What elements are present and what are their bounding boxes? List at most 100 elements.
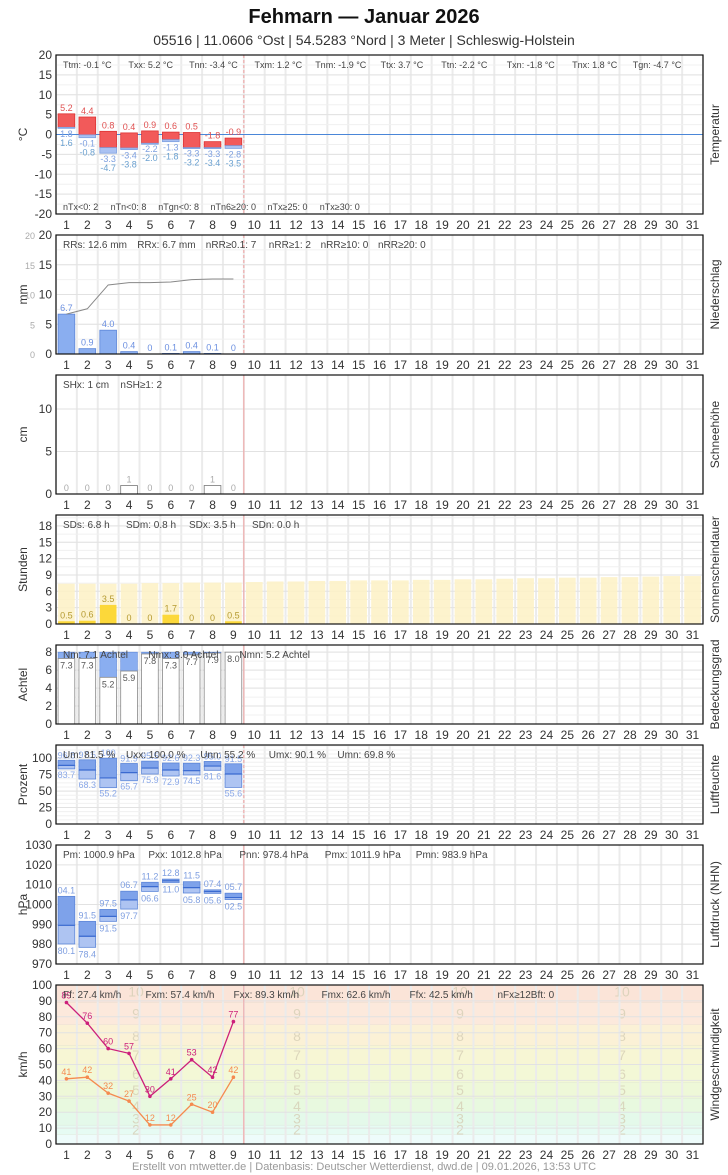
x-tick-label: 5 [147,968,154,982]
x-tick-label: 2 [84,828,91,842]
svg-text:05.8: 05.8 [183,895,201,905]
x-tick-label: 12 [289,968,303,982]
x-tick-label: 27 [602,968,616,982]
x-tick-label: 13 [310,498,324,512]
svg-text:-2.0: -2.0 [142,153,158,163]
svg-text:7.9: 7.9 [206,655,219,665]
svg-text:15: 15 [25,261,35,271]
beaufort-label: 8 [132,1028,140,1044]
svg-text:83.7: 83.7 [58,770,76,780]
x-tick-label: 3 [105,628,112,642]
x-tick-label: 8 [209,1148,216,1162]
stat-label: Nmn: 5.2 Achtel [239,650,310,661]
x-tick-label: 17 [394,358,408,372]
svg-text:0: 0 [231,343,236,353]
svg-text:11.5: 11.5 [183,871,200,881]
x-tick-label: 5 [147,358,154,372]
y-tick-label: 20 [39,48,53,62]
svg-text:-1.8: -1.8 [163,152,179,162]
x-tick-label: 7 [188,728,195,742]
x-tick-label: 11 [269,1148,282,1162]
y-tick-label: 15 [39,68,53,82]
svg-text:0: 0 [147,343,152,353]
svg-text:0: 0 [64,483,69,493]
x-tick-label: 21 [477,628,491,642]
stat-label: Pmx: 1011.9 hPa [325,850,401,861]
svg-text:-0.1: -0.1 [80,139,96,149]
x-tick-label: 9 [230,1148,237,1162]
svg-text:07.4: 07.4 [204,879,222,889]
svg-text:42: 42 [208,1065,218,1075]
beaufort-label: 4 [132,1098,140,1114]
stat-label: Tnm: -1.9 °C [315,60,367,70]
x-tick-label: 30 [665,498,679,512]
x-tick-label: 3 [105,218,112,232]
x-tick-label: 9 [230,498,237,512]
x-tick-label: 2 [84,498,91,512]
x-tick-label: 13 [310,628,324,642]
x-tick-label: 26 [582,728,596,742]
svg-text:5.2: 5.2 [60,103,73,113]
x-tick-label: 28 [623,498,637,512]
panel-humidity: 100755025096.883.797.568.310055.291.965.… [16,744,722,842]
x-tick-label: 23 [519,628,533,642]
y-tick-label: 0 [45,817,52,831]
y-tick-label: -10 [35,167,53,181]
beaufort-label: 2 [132,1122,140,1138]
y-tick-label: 10 [39,1121,53,1135]
svg-text:96.8: 96.8 [58,750,76,760]
y-tick-label: -5 [41,147,52,161]
svg-text:10: 10 [25,291,35,301]
x-tick-label: 8 [209,828,216,842]
y-tick-label: 1020 [25,858,52,872]
x-tick-label: 5 [147,628,154,642]
x-tick-label: 1 [63,728,70,742]
beaufort-label: 7 [456,1047,464,1063]
svg-text:04.1: 04.1 [58,885,76,895]
svg-text:20: 20 [25,231,35,241]
x-tick-label: 2 [84,728,91,742]
x-tick-label: 7 [188,828,195,842]
svg-text:78.4: 78.4 [79,949,97,959]
x-tick-label: 14 [331,728,345,742]
x-tick-label: 12 [289,218,303,232]
y-tick-label: 990 [32,917,52,931]
x-tick-label: 2 [84,628,91,642]
x-tick-label: 30 [665,728,679,742]
x-tick-label: 3 [105,358,112,372]
x-tick-label: 1 [63,628,70,642]
y-tick-label: 1000 [25,898,52,912]
x-tick-label: 7 [188,218,195,232]
svg-text:7.3: 7.3 [165,660,178,670]
stat-label: RRx: 6.7 mm [137,240,195,251]
stat-label: Tgn: -4.7 °C [633,60,682,70]
y-tick-label: 6 [45,663,52,677]
x-tick-label: 4 [126,828,133,842]
x-tick-label: 22 [498,218,512,232]
x-tick-label: 20 [456,218,470,232]
svg-text:12: 12 [145,1113,155,1123]
stat-label: Ttm: -0.1 °C [63,60,112,70]
beaufort-label: 3 [132,1111,140,1127]
svg-text:80.1: 80.1 [58,946,76,956]
x-tick-label: 19 [435,1148,449,1162]
x-tick-label: 19 [435,358,449,372]
stat-label: nSH≥1: 2 [120,380,162,391]
x-tick-label: 20 [456,828,470,842]
x-tick-label: 5 [147,218,154,232]
svg-text:-1.8: -1.8 [205,131,221,141]
x-tick-label: 22 [498,728,512,742]
y-tick-label: 80 [39,1010,53,1024]
x-tick-label: 24 [540,728,554,742]
svg-text:06.6: 06.6 [141,893,159,903]
y-tick-label: 0 [45,717,52,731]
beaufort-label: 2 [293,1122,301,1138]
x-tick-label: 16 [373,628,387,642]
svg-text:11.2: 11.2 [141,871,158,881]
x-tick-label: 9 [230,358,237,372]
x-tick-label: 29 [644,828,658,842]
x-tick-label: 6 [167,628,174,642]
stat-label: nRR≥20: 0 [378,240,426,251]
svg-text:-3.3: -3.3 [205,149,221,159]
